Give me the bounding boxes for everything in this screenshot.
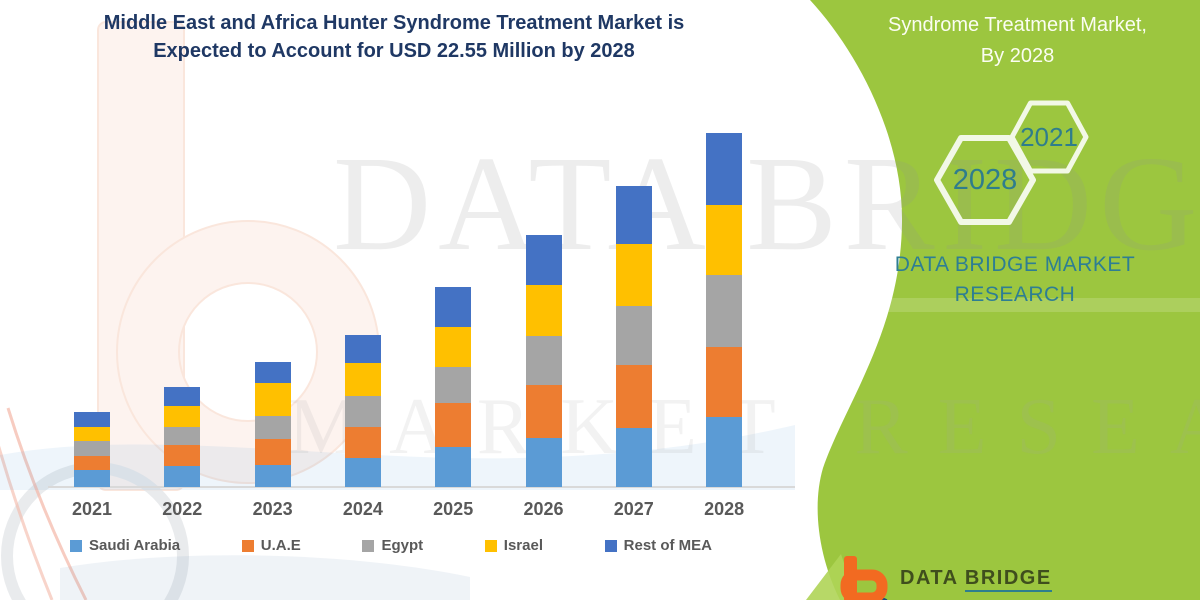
bar-segment-2025-egypt bbox=[435, 366, 472, 403]
brand-text: DATA BRIDGE MARKET RESEARCH bbox=[894, 253, 1136, 307]
legend-swatch-egypt bbox=[362, 539, 375, 552]
legend-label-egypt: Egypt bbox=[381, 537, 424, 554]
bar-2022 bbox=[164, 386, 201, 487]
legend-label-israel: Israel bbox=[503, 537, 543, 554]
legend-item-rest-of-mea: Rest of MEA bbox=[604, 537, 712, 554]
bar-segment-2027-saudi-arabia bbox=[615, 428, 652, 487]
legend-swatch-saudi-arabia bbox=[70, 539, 82, 552]
side-panel-heading-line1: Syndrome Treatment Market, bbox=[888, 14, 1147, 36]
bar-segment-2023-egypt bbox=[254, 416, 291, 440]
bar-segment-2024-saudi-arabia bbox=[344, 457, 381, 487]
legend-label-saudi-arabia: Saudi Arabia bbox=[89, 537, 181, 554]
legend-item-egypt: Egypt bbox=[362, 537, 423, 554]
bar-segment-2026-rest-of-mea bbox=[525, 235, 562, 286]
bar-segment-2025-israel bbox=[435, 326, 472, 367]
bar-segment-2022-saudi-arabia bbox=[164, 465, 201, 487]
hexagon-label-2021: 2021 bbox=[1020, 122, 1078, 152]
chart-title: Middle East and Africa Hunter Syndrome T… bbox=[28, 9, 760, 66]
bar-segment-2023-u-a-e bbox=[254, 439, 291, 466]
bar-2025 bbox=[435, 286, 472, 487]
chart-legend: Saudi Arabia U.A.E Egypt Israel Rest of MEA bbox=[70, 537, 712, 554]
legend-item-israel: Israel bbox=[484, 537, 543, 554]
legend-swatch-u-a-e bbox=[241, 539, 254, 552]
bar-segment-2025-saudi-arabia bbox=[435, 446, 472, 487]
chart-title-line2: Expected to Account for USD 22.55 Millio… bbox=[153, 40, 635, 63]
bar-segment-2028-saudi-arabia bbox=[706, 417, 743, 487]
x-axis-label-2023: 2023 bbox=[252, 499, 293, 519]
side-panel-heading: Syndrome Treatment Market, By 2028 bbox=[845, 10, 1190, 72]
stacked-bar-chart: 2021 2022 2023 2024 2025 2026 2027 2028 bbox=[48, 132, 795, 519]
watermark-band bbox=[795, 298, 1200, 312]
footer-logo-line2: MARKET RESEARCH bbox=[902, 597, 1092, 600]
footer-logo-word2: BRIDGE bbox=[964, 567, 1052, 592]
footer-logo: DATA BRIDGE MARKET RESEARCH bbox=[840, 554, 1180, 600]
bar-segment-2024-u-a-e bbox=[344, 427, 381, 458]
hexagon-2028 bbox=[934, 135, 1036, 225]
bar-segment-2021-u-a-e bbox=[74, 455, 110, 470]
bar-segment-2026-saudi-arabia bbox=[525, 438, 562, 487]
bar-2024 bbox=[344, 334, 381, 487]
bar-segment-2028-rest-of-mea bbox=[706, 132, 743, 206]
bar-segment-2025-rest-of-mea bbox=[435, 286, 472, 327]
legend-swatch-israel bbox=[484, 539, 497, 552]
bar-segment-2023-saudi-arabia bbox=[254, 465, 291, 487]
bar-segment-2027-u-a-e bbox=[615, 365, 652, 429]
bar-segment-2024-egypt bbox=[344, 395, 381, 428]
footer-logo-line1: DATA BRIDGE bbox=[900, 567, 1052, 592]
hexagon-label-2028: 2028 bbox=[952, 164, 1018, 196]
chart-title-line1: Middle East and Africa Hunter Syndrome T… bbox=[103, 12, 685, 34]
bar-segment-2023-israel bbox=[254, 382, 291, 417]
bar-segment-2021-israel bbox=[74, 427, 110, 442]
bar-2021 bbox=[74, 411, 110, 487]
x-axis-label-2024: 2024 bbox=[342, 499, 383, 519]
bar-segment-2027-israel bbox=[615, 244, 652, 307]
x-axis-label-2025: 2025 bbox=[433, 499, 474, 519]
bar-segment-2022-egypt bbox=[164, 426, 201, 446]
bar-segment-2022-rest-of-mea bbox=[164, 386, 201, 407]
bar-segment-2027-rest-of-mea bbox=[615, 186, 652, 245]
side-panel-heading-line2: By 2028 bbox=[980, 45, 1055, 67]
legend-item-u-a-e: U.A.E bbox=[241, 537, 301, 554]
legend-label-u-a-e: U.A.E bbox=[260, 537, 301, 554]
bar-segment-2028-israel bbox=[706, 205, 743, 276]
bar-segment-2026-u-a-e bbox=[525, 384, 562, 439]
bar-segment-2028-u-a-e bbox=[706, 347, 743, 418]
bar-2027 bbox=[615, 186, 652, 487]
red-arc-watermark bbox=[0, 445, 54, 600]
bar-segment-2027-egypt bbox=[615, 306, 652, 366]
legend-swatch-rest-of-mea bbox=[604, 539, 617, 552]
x-axis-label-2027: 2027 bbox=[613, 499, 654, 519]
x-axis-label-2026: 2026 bbox=[523, 499, 564, 519]
bar-segment-2025-u-a-e bbox=[435, 403, 472, 447]
legend-item-saudi-arabia: Saudi Arabia bbox=[70, 537, 180, 554]
red-arc-watermark bbox=[6, 407, 88, 600]
bar-segment-2028-egypt bbox=[706, 275, 743, 348]
bar-segment-2026-israel bbox=[525, 285, 562, 337]
bar-segment-2022-u-a-e bbox=[164, 445, 201, 466]
x-axis-label-2022: 2022 bbox=[162, 499, 203, 519]
bar-segment-2021-egypt bbox=[74, 441, 110, 456]
bar-2026 bbox=[525, 235, 562, 487]
x-axis-label-2028: 2028 bbox=[704, 499, 745, 519]
bar-2028 bbox=[706, 132, 743, 487]
bar-segment-2023-rest-of-mea bbox=[254, 362, 291, 383]
bar-segment-2024-israel bbox=[344, 362, 381, 396]
legend-label-rest-of-mea: Rest of MEA bbox=[623, 537, 712, 554]
data-bridge-b-icon bbox=[840, 556, 888, 600]
bar-segment-2021-saudi-arabia bbox=[74, 469, 110, 487]
x-axis-label-2021: 2021 bbox=[71, 499, 113, 519]
bar-2023 bbox=[254, 362, 291, 487]
x-axis-line bbox=[48, 486, 795, 488]
blue-swoosh bbox=[60, 555, 470, 600]
bar-segment-2022-israel bbox=[164, 406, 201, 427]
bar-segment-2024-rest-of-mea bbox=[344, 334, 381, 363]
bar-segment-2021-rest-of-mea bbox=[74, 411, 110, 428]
bar-segment-2026-egypt bbox=[525, 336, 562, 385]
footer-logo-word1: DATA bbox=[900, 567, 958, 589]
